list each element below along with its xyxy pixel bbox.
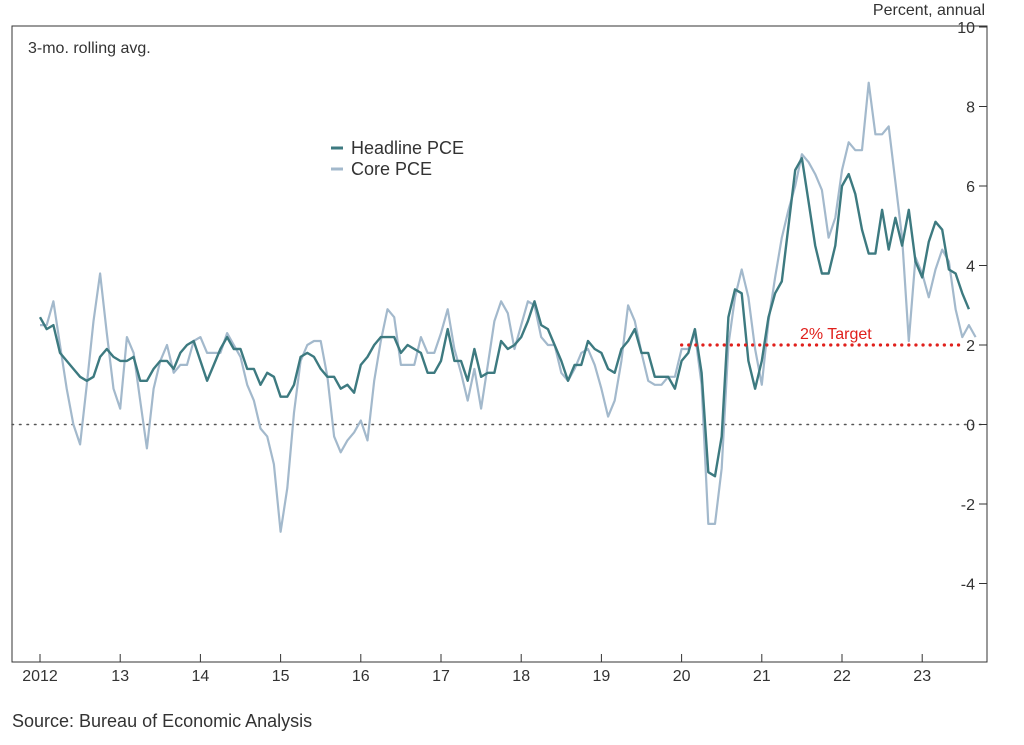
legend-label-core: Core PCE bbox=[351, 159, 432, 179]
y-tick-label: -2 bbox=[961, 497, 975, 514]
source-note: Source: Bureau of Economic Analysis bbox=[12, 711, 312, 731]
series-line-core bbox=[40, 81, 977, 533]
axes: -4 -2 0 2 4 6 8 10 2012 13 14 15 16 17 18 19 20 21 22 23 bbox=[22, 20, 987, 685]
x-tick-label: 2012 bbox=[22, 668, 58, 685]
x-tick-label: 17 bbox=[432, 668, 450, 685]
rolling-average-note: 3-mo. rolling avg. bbox=[28, 40, 151, 57]
series-lines bbox=[38, 81, 977, 533]
x-tick-label: 19 bbox=[593, 668, 611, 685]
x-tick-label: 15 bbox=[272, 668, 290, 685]
plot-frame bbox=[11, 25, 988, 663]
x-tick-label: 13 bbox=[111, 668, 129, 685]
y-tick-label: 10 bbox=[957, 20, 975, 37]
x-tick-label: 23 bbox=[913, 668, 931, 685]
y-tick-label: 2 bbox=[966, 338, 975, 355]
y-tick-label: 8 bbox=[966, 100, 975, 117]
y-tick-label: 6 bbox=[966, 179, 975, 196]
x-tick-label: 14 bbox=[192, 668, 210, 685]
legend-label-headline: Headline PCE bbox=[351, 138, 464, 158]
x-tick-label: 21 bbox=[753, 668, 771, 685]
legend: Headline PCE Core PCE bbox=[331, 138, 464, 179]
series-line-headline bbox=[38, 156, 971, 478]
y-tick-label: 0 bbox=[966, 418, 975, 435]
y-tick-label: -4 bbox=[961, 577, 975, 594]
x-tick-label: 16 bbox=[352, 668, 370, 685]
y-axis-unit-label: Percent, annual bbox=[873, 2, 985, 19]
x-tick-label: 18 bbox=[512, 668, 530, 685]
x-tick-label: 22 bbox=[833, 668, 851, 685]
x-tick-label: 20 bbox=[673, 668, 691, 685]
target-label: 2% Target bbox=[800, 326, 872, 343]
y-tick-label: 4 bbox=[966, 259, 975, 276]
